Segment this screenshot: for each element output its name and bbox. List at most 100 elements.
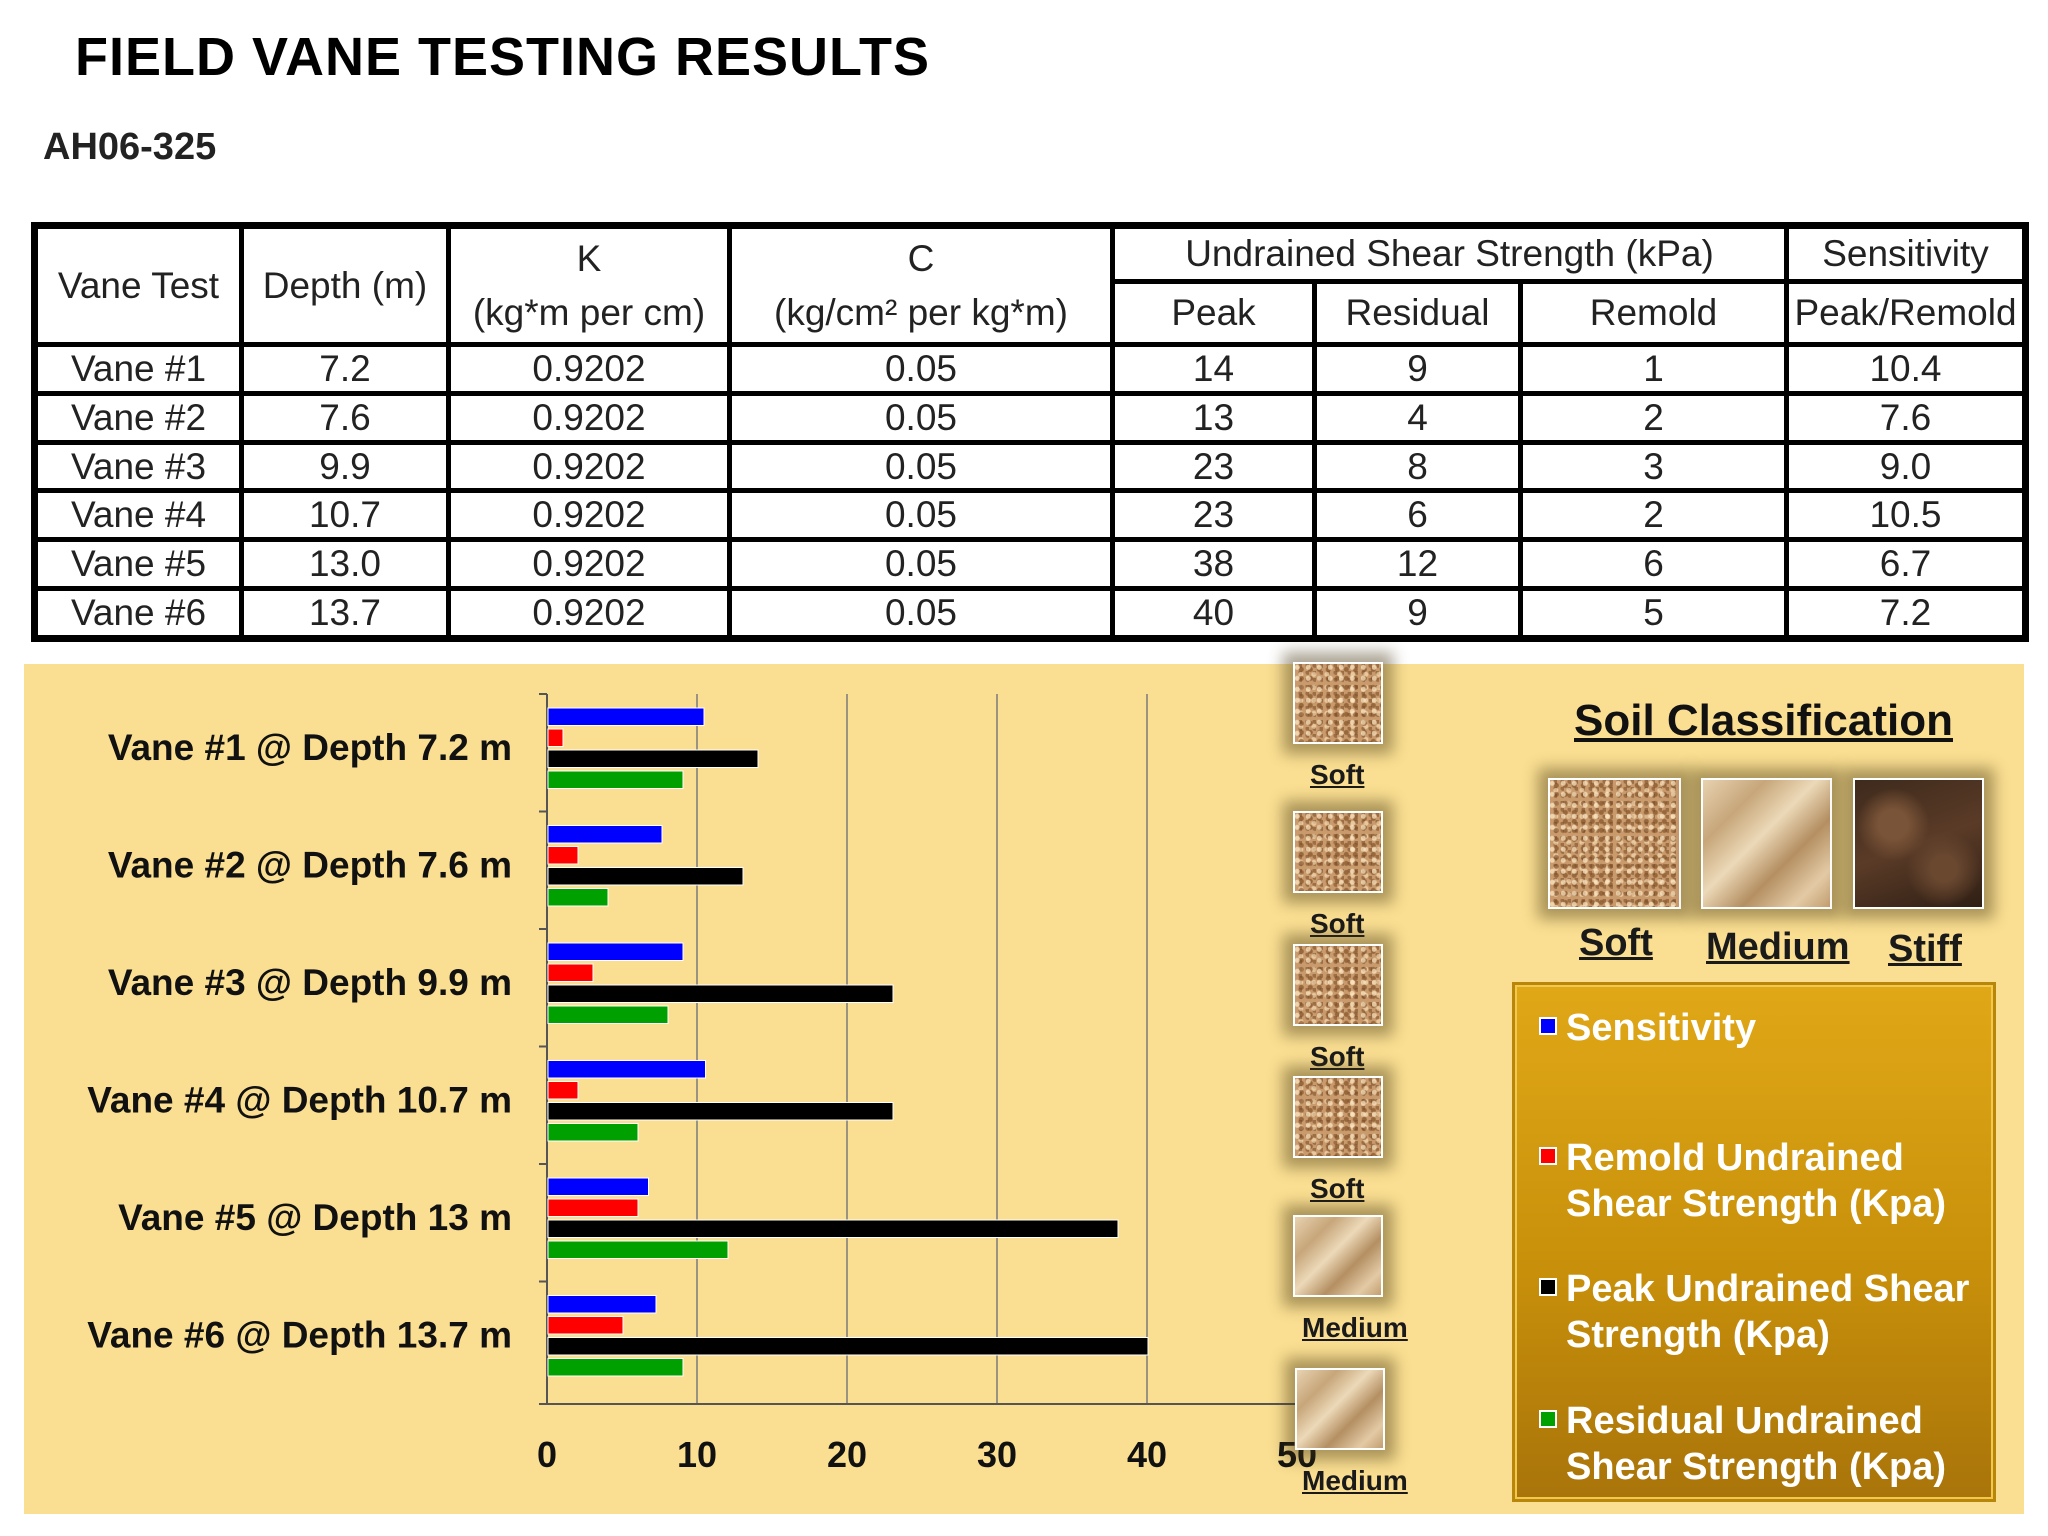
bar-residual <box>547 1005 669 1024</box>
table-cell: 10.4 <box>1789 347 2022 391</box>
page-title: FIELD VANE TESTING RESULTS <box>75 27 931 87</box>
bar-remold <box>547 963 594 982</box>
table-cell: Vane #3 <box>38 444 239 489</box>
row-soil-swatch <box>1295 1368 1385 1450</box>
bar-sensitivity <box>547 1177 649 1196</box>
x-tick-label: 0 <box>537 1434 557 1475</box>
table-cell: 0.05 <box>732 591 1110 635</box>
table-cell: 40 <box>1115 591 1312 635</box>
chart-legend: Sensitivity Remold Undrained Shear Stren… <box>1512 982 1996 1502</box>
stiff-soil-label: Stiff <box>1888 928 1962 970</box>
table-cell: 0.05 <box>732 395 1110 440</box>
legend-item-residual: Residual Undrained Shear Strength (Kpa) <box>1539 1398 1946 1490</box>
table-cell: 10.7 <box>244 493 446 538</box>
table-cell: 9 <box>1317 591 1518 635</box>
table-cell: Vane #5 <box>38 542 239 587</box>
table-cell: 7.2 <box>1789 591 2022 635</box>
table-cell: 0.05 <box>732 347 1110 391</box>
legend-label: Remold Undrained Shear Strength (Kpa) <box>1566 1135 1946 1227</box>
bar-peak <box>547 1219 1119 1238</box>
table-cell: 0.9202 <box>451 444 727 489</box>
bar-sensitivity <box>547 825 663 844</box>
table-cell: 3 <box>1523 444 1784 489</box>
table-cell: 0.05 <box>732 493 1110 538</box>
table-cell: 0.05 <box>732 444 1110 489</box>
vane-results-table: Vane Test Depth (m) K (kg*m per cm) C (k… <box>31 222 2029 642</box>
table-cell: 0.9202 <box>451 493 727 538</box>
bar-residual <box>547 888 609 907</box>
header-shear-strength: Undrained Shear Strength (kPa) <box>1115 229 1784 279</box>
category-label: Vane #6 @ Depth 13.7 m <box>87 1315 512 1356</box>
bar-sensitivity <box>547 1060 706 1079</box>
legend-label: Residual Undrained Shear Strength (Kpa) <box>1566 1398 1946 1490</box>
table-cell: 7.2 <box>244 347 446 391</box>
table-cell: 6 <box>1317 493 1518 538</box>
legend-item-remold: Remold Undrained Shear Strength (Kpa) <box>1539 1135 1946 1227</box>
x-tick-label: 10 <box>677 1434 717 1475</box>
bar-remold <box>547 1081 579 1100</box>
table-cell: 23 <box>1115 444 1312 489</box>
row-soil-label: Soft <box>1310 1173 1365 1204</box>
legend-swatch-blue <box>1539 1017 1557 1035</box>
header-sensitivity: Sensitivity <box>1789 229 2022 279</box>
legend-label-line: Sensitivity <box>1566 1007 1757 1049</box>
table-cell: 9.0 <box>1789 444 2022 489</box>
bar-peak <box>547 1102 894 1121</box>
legend-label-line: Shear Strength (Kpa) <box>1566 1446 1947 1488</box>
category-label: Vane #3 @ Depth 9.9 m <box>108 962 512 1003</box>
bar-remold <box>547 1198 639 1217</box>
row-soil-label: Soft <box>1310 1041 1365 1072</box>
medium-soil-swatch <box>1701 778 1832 909</box>
bar-peak <box>547 749 759 768</box>
table-cell: Vane #1 <box>38 347 239 391</box>
table-cell: 23 <box>1115 493 1312 538</box>
bar-peak <box>547 984 894 1003</box>
chart-panel: 0 10 20 30 40 50 Vane #1 @ Depth 7.2 m Vane #2 … <box>24 662 2024 1514</box>
table-cell: Vane #6 <box>38 591 239 635</box>
category-label: Vane #4 @ Depth 10.7 m <box>87 1080 512 1121</box>
bar-remold <box>547 1316 624 1335</box>
header-k-symbol: K <box>576 237 602 279</box>
table-cell: 7.6 <box>244 395 446 440</box>
category-label: Vane #1 @ Depth 7.2 m <box>108 727 512 768</box>
table-cell: 9.9 <box>244 444 446 489</box>
bar-peak <box>547 867 744 886</box>
row-soil-label: Medium <box>1302 1312 1408 1343</box>
header-c: C (kg/cm² per kg*m) <box>732 229 1110 342</box>
legend-item-sensitivity: Sensitivity <box>1539 1005 1756 1051</box>
header-k-unit: (kg*m per cm) <box>472 291 706 333</box>
row-soil-swatch <box>1293 811 1383 893</box>
legend-item-peak: Peak Undrained Shear Strength (Kpa) <box>1539 1266 1969 1358</box>
bar-remold <box>547 846 579 865</box>
table-cell: 2 <box>1523 493 1784 538</box>
table-cell: 0.9202 <box>451 542 727 587</box>
header-residual: Residual <box>1317 284 1518 342</box>
table-cell: 10.5 <box>1789 493 2022 538</box>
legend-swatch-green <box>1539 1410 1557 1428</box>
table-cell: 0.9202 <box>451 347 727 391</box>
table-cell: 7.6 <box>1789 395 2022 440</box>
table-cell: Vane #2 <box>38 395 239 440</box>
bar-residual <box>547 770 684 789</box>
category-label: Vane #2 @ Depth 7.6 m <box>108 845 512 886</box>
row-soil-swatch <box>1293 662 1383 744</box>
row-soil-label: Soft <box>1310 908 1365 939</box>
table-cell: 0.9202 <box>451 591 727 635</box>
medium-soil-label: Medium <box>1706 926 1850 968</box>
row-soil-swatch <box>1293 1215 1383 1297</box>
table-cell: 0.05 <box>732 542 1110 587</box>
legend-label-line: Remold Undrained <box>1566 1137 1904 1179</box>
bar-peak <box>547 1337 1149 1356</box>
table-cell: 2 <box>1523 395 1784 440</box>
legend-label: Sensitivity <box>1566 1005 1756 1051</box>
bar-sensitivity <box>547 707 705 726</box>
header-depth: Depth (m) <box>244 229 446 342</box>
table-cell: 1 <box>1523 347 1784 391</box>
row-soil-label: Medium <box>1302 1465 1408 1496</box>
row-soil-swatch <box>1293 944 1383 1026</box>
soil-classification-title: Soil Classification <box>1574 696 1953 745</box>
x-tick-label: 20 <box>827 1434 867 1475</box>
x-tick-label: 40 <box>1127 1434 1167 1475</box>
table-cell: 13 <box>1115 395 1312 440</box>
